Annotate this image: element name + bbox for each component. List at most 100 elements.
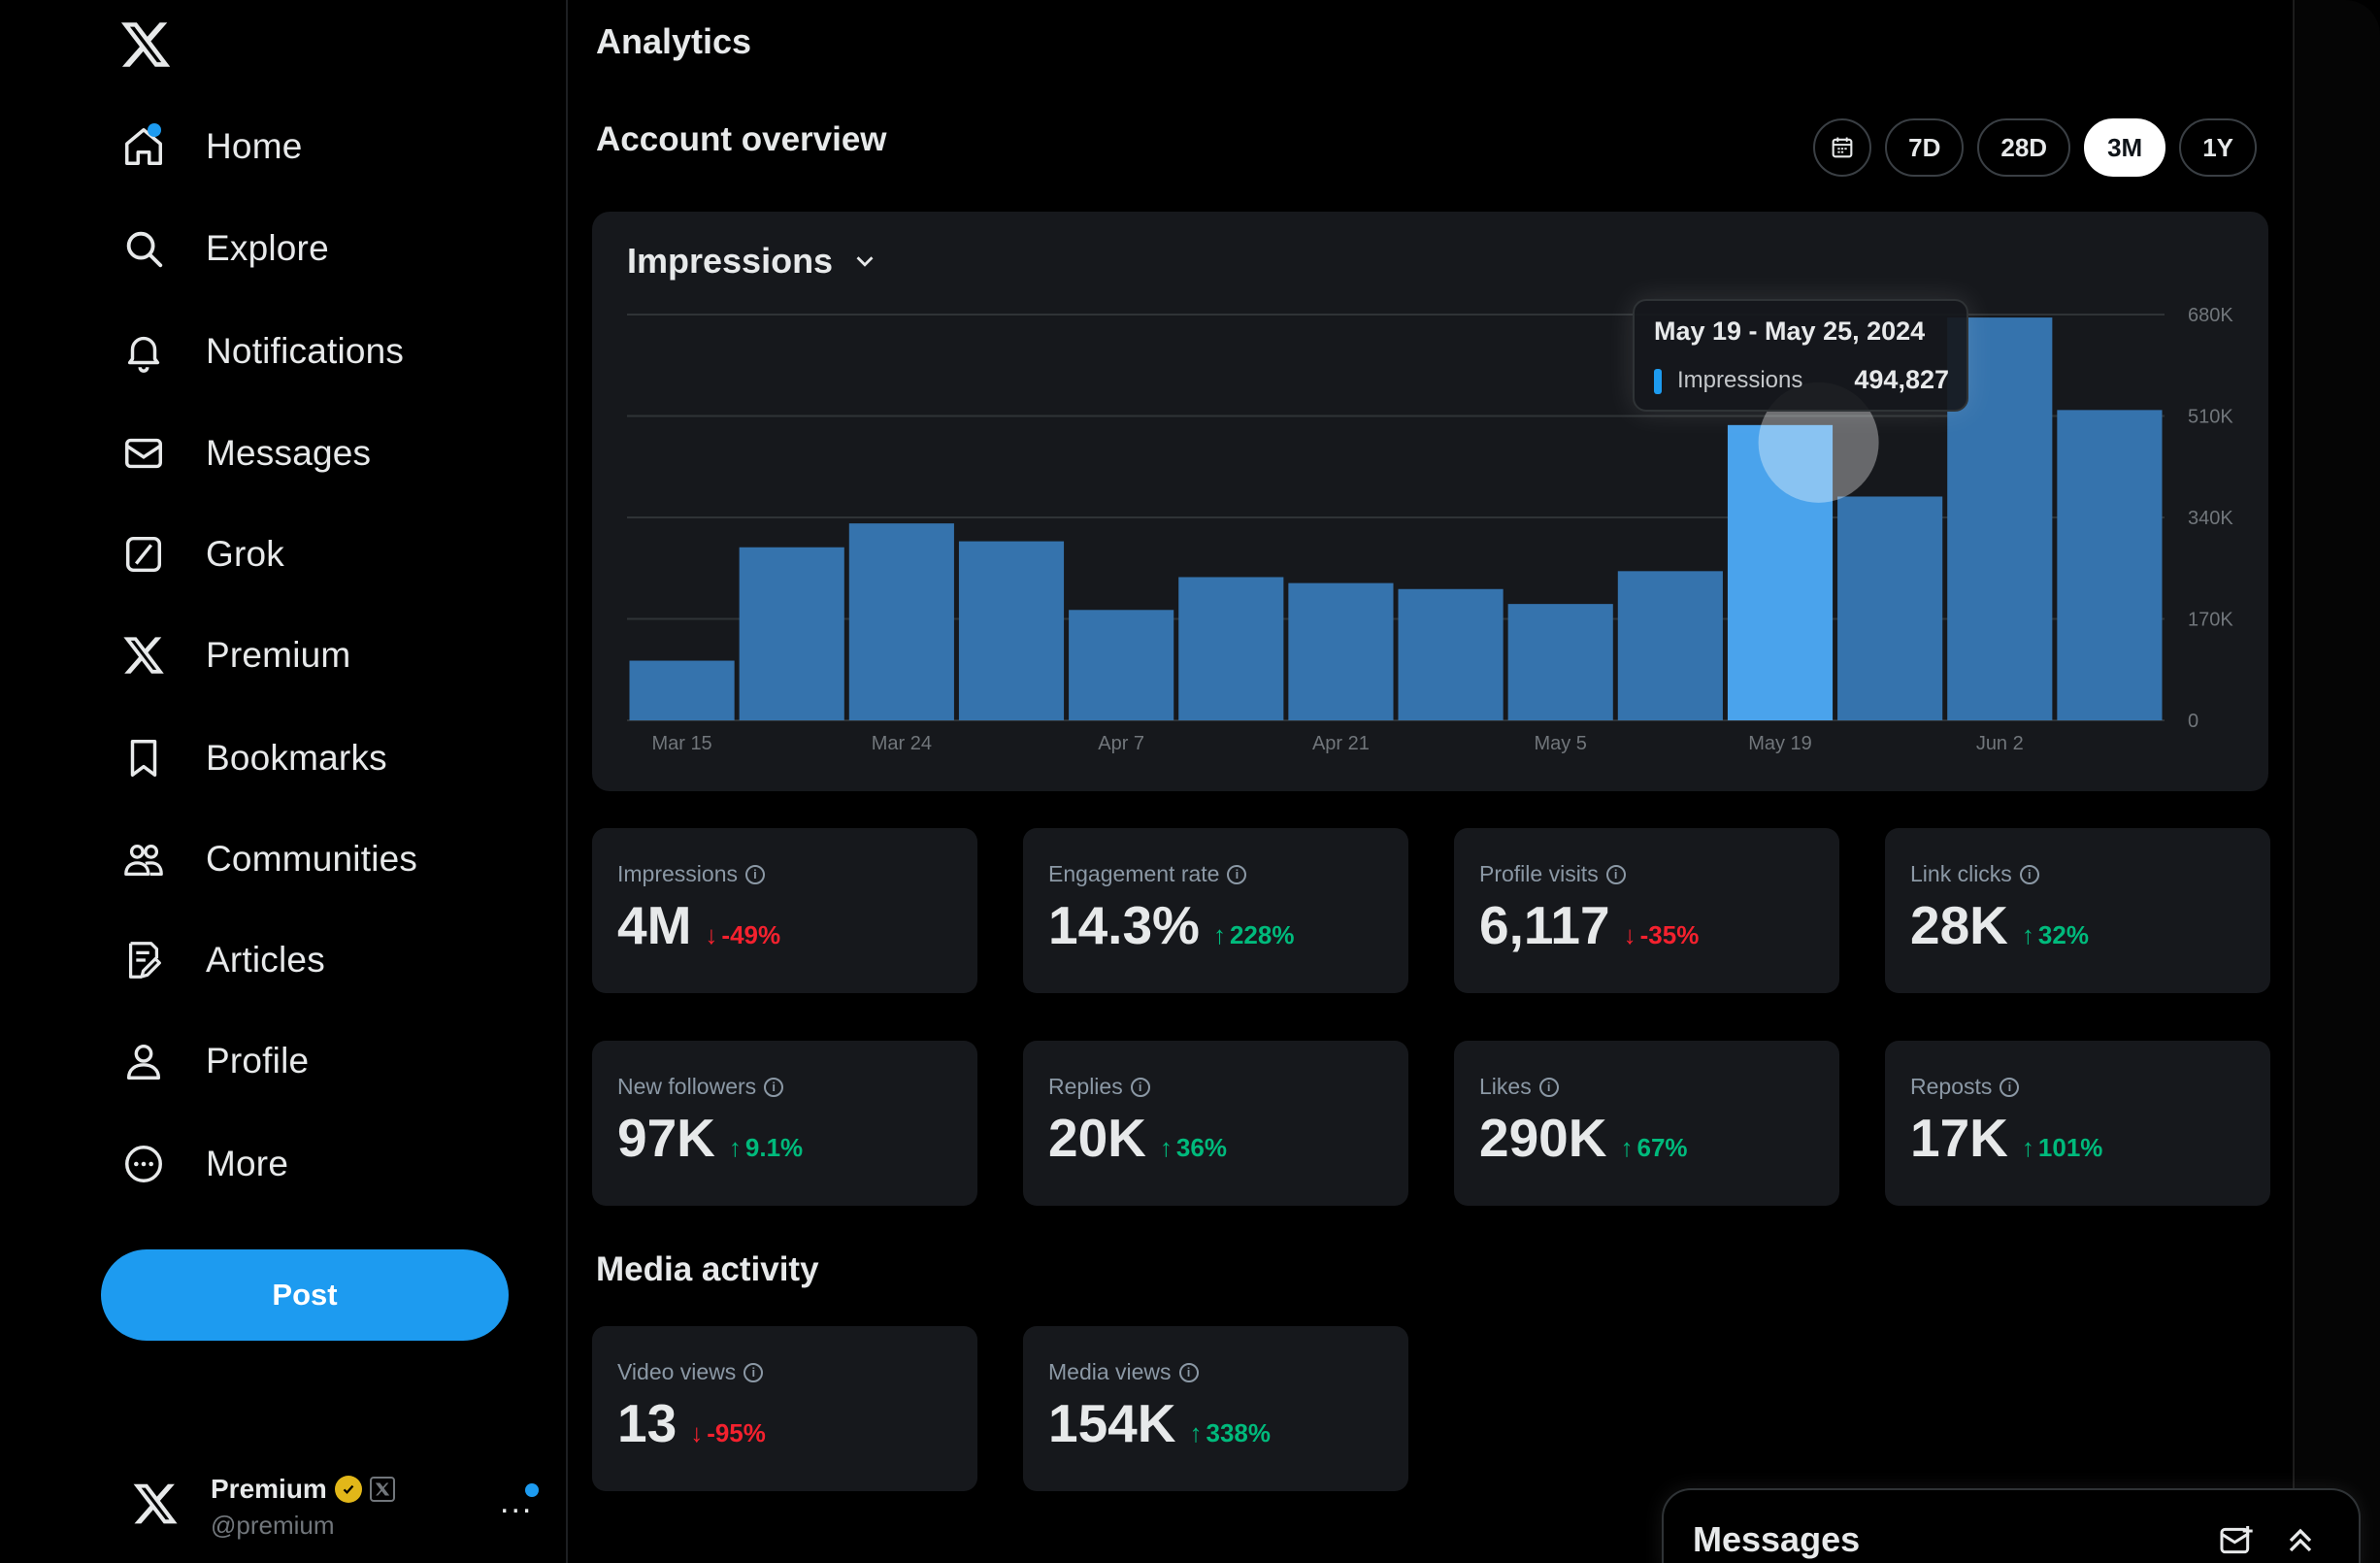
- x-tick-label: May 5: [1534, 733, 1586, 754]
- info-icon[interactable]: i: [2019, 864, 2039, 884]
- stat-card-reposts: Reposts i 17K ↑ 101%: [1885, 1041, 2270, 1206]
- account-switcher[interactable]: Premium @premium ...: [131, 1466, 548, 1544]
- range-28d-button[interactable]: 28D: [1977, 118, 2071, 177]
- sidebar-item-more[interactable]: More: [118, 1130, 288, 1198]
- chart-bar[interactable]: [1837, 496, 1943, 720]
- x-logo-icon[interactable]: [118, 17, 173, 72]
- chart-bar[interactable]: [1178, 577, 1284, 720]
- sidebar-item-notifications[interactable]: Notifications: [118, 317, 404, 385]
- stat-card-new-followers: New followers i 97K ↑ 9.1%: [592, 1041, 977, 1206]
- x-tick-label: Mar 15: [651, 733, 711, 754]
- messages-drawer[interactable]: Messages: [1662, 1488, 2361, 1563]
- stat-label-row: Replies i: [1048, 1074, 1150, 1100]
- stat-delta-value: -35%: [1639, 920, 1700, 949]
- chart-bar[interactable]: [2057, 410, 2163, 720]
- mail-icon: [118, 428, 169, 479]
- sidebar-item-communities[interactable]: Communities: [118, 825, 417, 893]
- chart-tooltip: May 19 - May 25, 2024 Impressions 494,82…: [1633, 299, 1968, 412]
- stat-label-row: Impressions i: [617, 861, 765, 887]
- stat-delta: ↑ 228%: [1213, 920, 1295, 950]
- calendar-button[interactable]: [1813, 118, 1872, 177]
- x-tick-label: Jun 2: [1976, 733, 2024, 754]
- stat-delta: ↑ 101%: [2022, 1133, 2103, 1163]
- info-icon[interactable]: i: [1178, 1362, 1199, 1382]
- arrow-down-icon: ↓: [705, 920, 718, 949]
- info-icon[interactable]: i: [1130, 1077, 1150, 1097]
- hover-cursor: [1758, 382, 1879, 503]
- x-logo-icon: [118, 630, 169, 681]
- chart-bar[interactable]: [1727, 424, 1834, 720]
- stat-delta: ↓ -35%: [1624, 920, 1700, 950]
- tooltip-legend-swatch: [1654, 369, 1662, 394]
- sidebar-item-messages[interactable]: Messages: [118, 419, 371, 487]
- chart-bar[interactable]: [1069, 610, 1174, 720]
- info-icon[interactable]: i: [1227, 864, 1247, 884]
- y-tick-label: 680K: [2188, 305, 2233, 326]
- stat-label: Impressions: [617, 861, 738, 886]
- stat-delta-value: 9.1%: [744, 1133, 804, 1162]
- stat-delta: ↑ 338%: [1189, 1418, 1271, 1448]
- messages-drawer-title: Messages: [1693, 1519, 1861, 1559]
- new-message-icon[interactable]: [2217, 1521, 2256, 1560]
- arrow-up-icon: ↑: [728, 1133, 742, 1162]
- x-tick-label: Mar 24: [872, 733, 932, 754]
- stat-label: Likes: [1479, 1074, 1532, 1099]
- metric-dropdown[interactable]: Impressions: [627, 241, 879, 282]
- chart-bar[interactable]: [1398, 588, 1504, 720]
- arrow-up-icon: ↑: [1189, 1418, 1203, 1447]
- y-tick-label: 510K: [2188, 407, 2233, 428]
- info-icon[interactable]: i: [744, 864, 765, 884]
- stat-label-row: Reposts i: [1910, 1074, 2020, 1100]
- info-icon[interactable]: i: [744, 1362, 764, 1382]
- info-icon[interactable]: i: [1538, 1077, 1559, 1097]
- range-1y-button[interactable]: 1Y: [2179, 118, 2257, 177]
- sidebar-item-explore[interactable]: Explore: [118, 215, 329, 283]
- stat-delta: ↓ -49%: [705, 920, 780, 950]
- sidebar-item-premium[interactable]: Premium: [118, 621, 350, 689]
- stat-value-row: 6,117 ↓ -35%: [1479, 894, 1699, 956]
- main-content: Analytics Account overview 7D 28D 3M 1Y …: [568, 0, 2293, 1563]
- stat-value-row: 17K ↑ 101%: [1910, 1107, 2102, 1169]
- sidebar-item-home[interactable]: Home: [118, 113, 303, 181]
- stat-label-row: Media views i: [1048, 1359, 1199, 1385]
- sidebar-item-label: Explore: [206, 228, 329, 268]
- range-3m-button[interactable]: 3M: [2084, 118, 2166, 177]
- info-icon[interactable]: i: [1605, 864, 1626, 884]
- sidebar-item-label: Notifications: [206, 331, 405, 371]
- stat-value-row: 154K ↑ 338%: [1048, 1392, 1271, 1454]
- sidebar-item-articles[interactable]: Articles: [118, 926, 325, 994]
- bookmark-icon: [118, 733, 169, 783]
- stat-value: 20K: [1048, 1108, 1146, 1168]
- notification-dot: [525, 1483, 539, 1497]
- expand-up-icon[interactable]: [2281, 1521, 2320, 1560]
- stat-delta: ↑ 67%: [1620, 1133, 1687, 1163]
- chart-bar[interactable]: [739, 547, 844, 720]
- stat-delta-value: 101%: [2037, 1133, 2103, 1162]
- stat-label-row: Profile visits i: [1479, 861, 1626, 887]
- chevron-down-icon: [856, 256, 874, 267]
- y-tick-label: 0: [2188, 711, 2198, 732]
- chart-bar[interactable]: [958, 541, 1065, 720]
- stat-value-row: 97K ↑ 9.1%: [617, 1107, 803, 1169]
- sidebar-item-bookmarks[interactable]: Bookmarks: [118, 724, 387, 792]
- time-range-selector: 7D 28D 3M 1Y: [1813, 118, 2257, 177]
- stat-label-row: Engagement rate i: [1048, 861, 1247, 887]
- chart-bar[interactable]: [1617, 571, 1723, 720]
- range-7d-button[interactable]: 7D: [1885, 118, 1965, 177]
- impressions-chart[interactable]: 680K 510K 340K 170K 0 Mar 15 Mar 24 Apr 7 Apr 21…: [592, 212, 2268, 791]
- sidebar-item-profile[interactable]: Profile: [118, 1027, 309, 1095]
- chart-bar[interactable]: [848, 523, 954, 720]
- stat-value-row: 4M ↓ -49%: [617, 894, 780, 956]
- stat-card-replies: Replies i 20K ↑ 36%: [1023, 1041, 1408, 1206]
- info-icon[interactable]: i: [2000, 1077, 2020, 1097]
- info-icon[interactable]: i: [764, 1077, 784, 1097]
- chart-bar[interactable]: [1288, 582, 1394, 720]
- stat-label: Reposts: [1910, 1074, 1993, 1099]
- sidebar-item-grok[interactable]: Grok: [118, 520, 284, 588]
- chart-bar[interactable]: [629, 660, 735, 720]
- stat-delta-value: 36%: [1175, 1133, 1227, 1162]
- sidebar-item-label: Profile: [206, 1041, 310, 1081]
- chart-bar[interactable]: [1507, 604, 1613, 720]
- post-button[interactable]: Post: [101, 1249, 509, 1341]
- stat-value: 14.3%: [1048, 895, 1200, 955]
